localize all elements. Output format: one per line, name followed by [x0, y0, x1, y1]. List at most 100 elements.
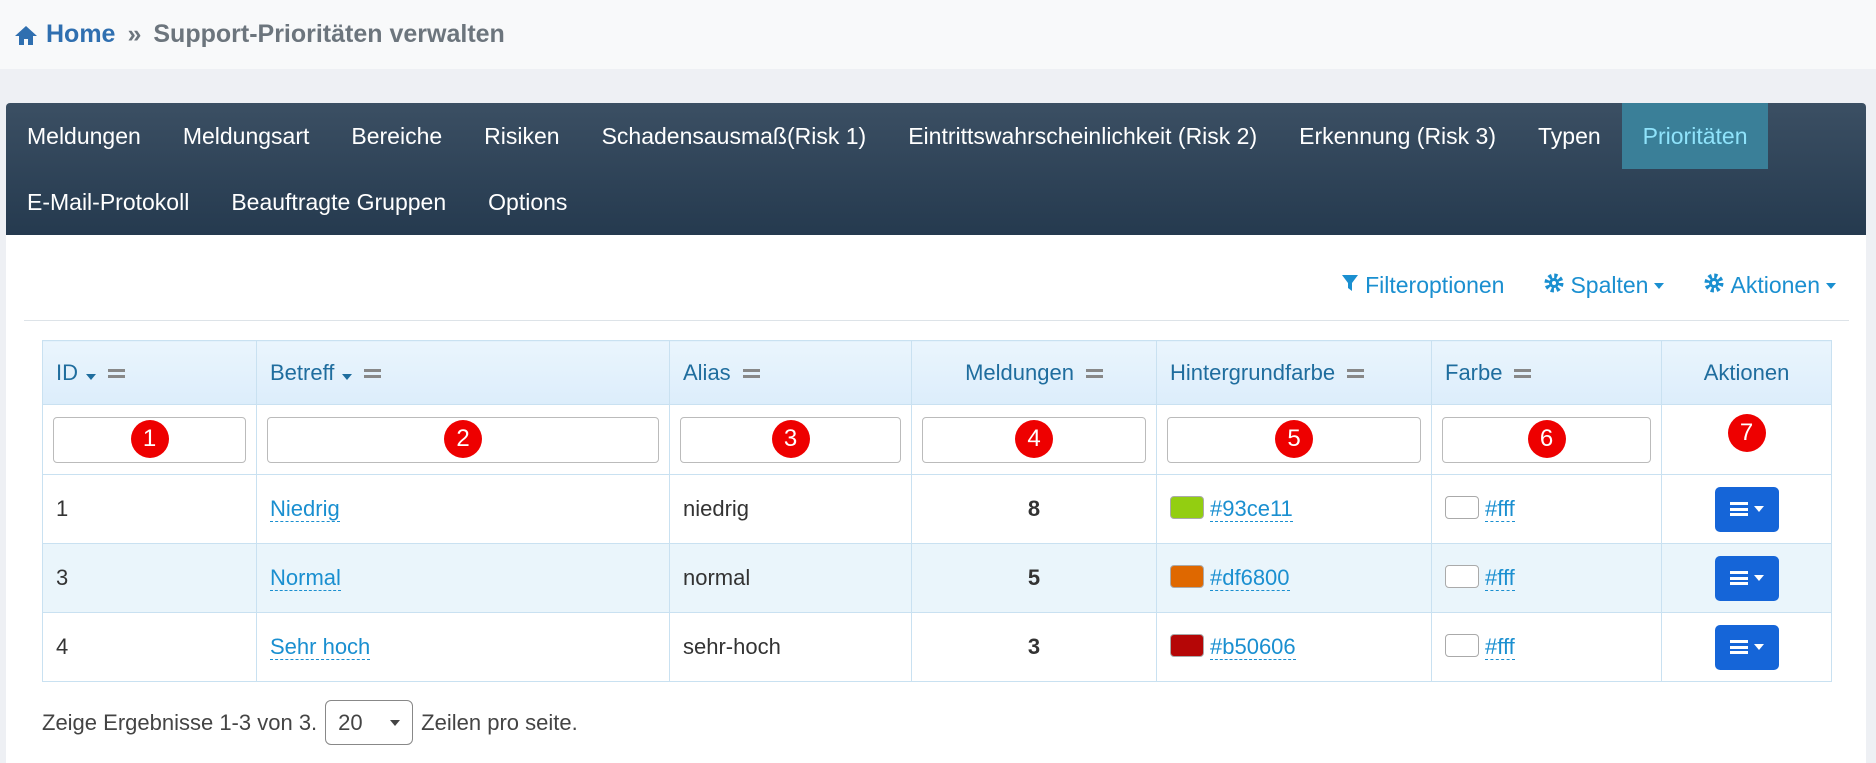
toolbar-label: Spalten — [1570, 272, 1649, 298]
nav-tab[interactable]: Typen — [1538, 122, 1601, 149]
column-header[interactable]: Farbe — [1431, 340, 1662, 405]
nav-tab[interactable]: Beauftragte Gruppen — [231, 188, 447, 215]
color-link[interactable]: #fff — [1485, 634, 1515, 660]
column-menu[interactable] — [742, 369, 760, 379]
data-row: 3 Normal normal 5 #df6800 #fff — [42, 543, 1832, 613]
cell: #fff — [1431, 474, 1662, 544]
column-title: Farbe — [1445, 359, 1503, 385]
cell-text: 3 — [56, 565, 69, 590]
filter-cell: 1 — [42, 404, 257, 475]
marker: 5 — [1275, 420, 1313, 458]
actions-cell — [1661, 543, 1832, 613]
column-title: ID — [56, 359, 78, 385]
home-link[interactable]: Home — [14, 20, 115, 49]
cell: sehr-hoch — [669, 612, 912, 682]
color-link[interactable]: #b50606 — [1210, 634, 1296, 660]
nav-tab[interactable]: Meldungen — [27, 122, 141, 149]
subject-link[interactable]: Sehr hoch — [270, 634, 371, 660]
cell-text: 1 — [56, 496, 69, 521]
cell: 8 — [911, 474, 1157, 544]
actions-button[interactable] — [1714, 624, 1779, 670]
page-size-select[interactable]: 20 — [325, 700, 414, 745]
nav-row: Meldungen Meldungsart Bereiche Risiken Schad… — [6, 103, 1866, 169]
filter-cell: 4 — [911, 404, 1157, 475]
column-menu[interactable] — [364, 369, 382, 379]
footer-text: Zeige Ergebnisse 1-3 von 3. — [42, 709, 318, 735]
nav-tab[interactable]: Erkennung (Risk 3) — [1299, 122, 1496, 149]
data-row: 4 Sehr hoch sehr-hoch 3 #b50606 #fff — [42, 612, 1832, 682]
cell: 5 — [911, 543, 1157, 613]
actions-button[interactable] — [1714, 486, 1779, 532]
caret — [1654, 282, 1665, 289]
toolbar-button[interactable]: Spalten — [1544, 272, 1665, 299]
nav-tab[interactable]: E-Mail-Protokoll — [27, 188, 190, 215]
breadcrumb: Home » Support-Prioritäten verwalten — [0, 0, 1876, 69]
filter-cell: 6 — [1431, 404, 1662, 475]
nav-tab[interactable]: Eintrittswahrscheinlichkeit (Risk 2) — [908, 122, 1258, 149]
data-row: 1 Niedrig niedrig 8 #93ce11 #fff — [42, 474, 1832, 544]
nav-tab[interactable]: Prioritäten — [1621, 103, 1769, 169]
column-title: Alias — [683, 359, 731, 385]
color-link[interactable]: #93ce11 — [1210, 496, 1293, 522]
cell: #df6800 — [1156, 543, 1432, 613]
nav-row: E-Mail-Protokoll Beauftragte Gruppen Optio… — [6, 169, 1866, 235]
cell: Sehr hoch — [256, 612, 670, 682]
subject-link[interactable]: Normal — [270, 565, 341, 591]
toolbar-button[interactable]: Filteroptionen — [1341, 272, 1504, 299]
toolbar-button[interactable]: Aktionen — [1704, 272, 1836, 299]
column-menu[interactable] — [1514, 369, 1532, 379]
column-menu[interactable] — [1085, 369, 1103, 379]
column-title: Betreff — [270, 359, 335, 385]
cell-text: 8 — [1027, 496, 1041, 521]
marker: 6 — [1527, 420, 1566, 458]
color-swatch — [1445, 496, 1479, 519]
cell-text: 3 — [1027, 634, 1041, 659]
marker: 3 — [771, 420, 810, 458]
actions-button[interactable] — [1714, 555, 1779, 601]
color-link[interactable]: #fff — [1485, 565, 1515, 591]
column-header[interactable]: Meldungen — [911, 340, 1157, 405]
color-swatch — [1170, 565, 1204, 588]
marker: 2 — [444, 420, 482, 458]
color-link[interactable]: #df6800 — [1210, 565, 1290, 591]
menu-icon — [1729, 640, 1748, 654]
cell: 4 — [42, 612, 257, 682]
actions-cell — [1661, 474, 1832, 544]
cell: #b50606 — [1156, 612, 1432, 682]
caret — [1826, 282, 1836, 289]
color-swatch — [1170, 634, 1204, 657]
caret — [390, 719, 401, 726]
column-header[interactable]: Hintergrundfarbe — [1156, 340, 1432, 405]
marker: 1 — [130, 420, 169, 458]
nav-bar: Meldungen Meldungsart Bereiche Risiken Schad… — [6, 103, 1866, 235]
column-header[interactable]: Betreff — [256, 340, 670, 405]
nav-tab[interactable]: Schadensausmaß(Risk 1) — [601, 122, 867, 149]
color-swatch — [1170, 496, 1204, 519]
divider — [24, 320, 1849, 321]
column-title: Hintergrundfarbe — [1170, 359, 1336, 385]
nav-tab[interactable]: Options — [488, 188, 568, 215]
sort-caret — [86, 373, 96, 380]
icon — [1544, 272, 1564, 299]
column-title: Aktionen — [1703, 359, 1790, 385]
column-header[interactable]: Alias — [669, 340, 912, 405]
subject-link[interactable]: Niedrig — [270, 496, 340, 522]
cell-text: 5 — [1027, 565, 1041, 590]
filter-cell: 5 — [1156, 404, 1432, 475]
nav-tab[interactable]: Meldungsart — [182, 122, 310, 149]
cell: normal — [669, 543, 912, 613]
sort-caret — [342, 373, 353, 380]
caret — [1753, 575, 1764, 581]
column-header[interactable]: Aktionen — [1661, 340, 1832, 405]
home-icon — [15, 25, 37, 45]
nav-tab[interactable]: Risiken — [484, 122, 560, 149]
column-menu[interactable] — [108, 369, 125, 379]
cell: Normal — [256, 543, 670, 613]
cell-text: niedrig — [683, 496, 750, 521]
column-header[interactable]: ID — [42, 340, 257, 405]
color-link[interactable]: #fff — [1485, 496, 1515, 522]
caret — [1753, 644, 1764, 650]
column-menu[interactable] — [1347, 369, 1365, 379]
nav-tab[interactable]: Bereiche — [351, 122, 443, 149]
